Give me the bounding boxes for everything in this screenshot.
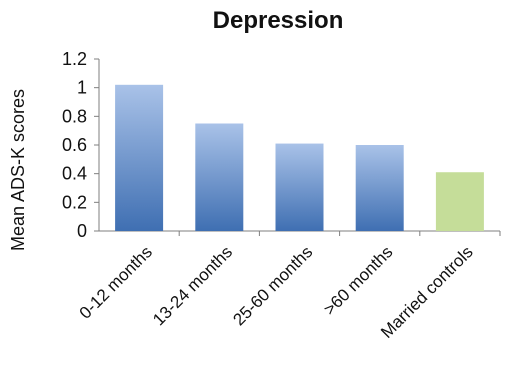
x-tick-label: 25-60 months — [229, 242, 316, 329]
y-tick-label: 0.2 — [62, 192, 87, 212]
y-tick-label: 1 — [77, 78, 87, 98]
bars-group — [115, 84, 484, 231]
y-tick-label: 0.4 — [62, 164, 87, 184]
y-axis-label: Mean ADS-K scores — [8, 89, 28, 251]
bar-married-controls — [435, 172, 484, 231]
x-tick-label: 13-24 months — [149, 242, 236, 329]
x-tick-label: 0-12 months — [76, 242, 156, 322]
y-tick-label: 0.6 — [62, 135, 87, 155]
y-axis-ticks: 0 0.2 0.4 0.6 0.8 1 1.2 — [62, 49, 99, 241]
y-tick-label: 0 — [77, 221, 87, 241]
chart-title: Depression — [213, 7, 344, 34]
bar-13-24-months — [195, 123, 244, 231]
bar-60-months — [355, 145, 404, 231]
bar-25-60-months — [275, 143, 324, 231]
bar-0-12-months — [115, 84, 164, 231]
x-tick-label: >60 months — [320, 242, 397, 319]
y-tick-label: 1.2 — [62, 49, 87, 69]
y-tick-label: 0.8 — [62, 106, 87, 126]
